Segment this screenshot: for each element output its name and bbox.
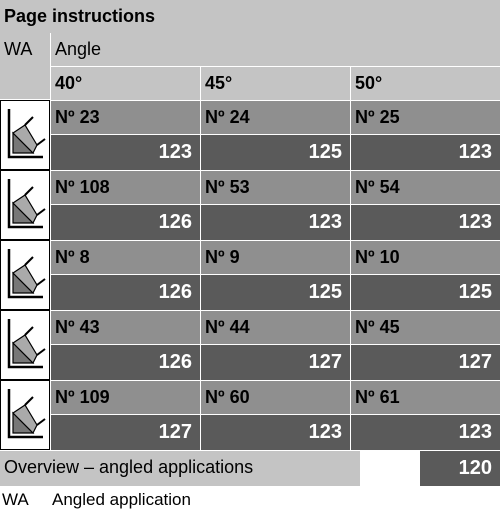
- page-number: 126: [50, 204, 200, 240]
- hinge-icon: [0, 310, 50, 380]
- row-bottom: 127123123: [50, 414, 500, 450]
- row-cells: Nº 108Nº 53Nº 54126123123: [50, 170, 500, 240]
- page-number: 123: [350, 414, 500, 450]
- hinge-icon: [0, 240, 50, 310]
- page-number: 123: [200, 204, 350, 240]
- row-cells: Nº 23Nº 24Nº 25123125123: [50, 100, 500, 170]
- page-container: Page instructions WA Angle 40° 45° 50° N…: [0, 0, 500, 514]
- item-number: Nº 10: [350, 240, 500, 274]
- page-number: 125: [350, 274, 500, 310]
- item-number: Nº 9: [200, 240, 350, 274]
- item-number: Nº 60: [200, 380, 350, 414]
- row-bottom: 126125125: [50, 274, 500, 310]
- page-number: 123: [200, 414, 350, 450]
- item-number: Nº 61: [350, 380, 500, 414]
- row-bottom: 123125123: [50, 134, 500, 170]
- row-bottom: 126123123: [50, 204, 500, 240]
- angle-40: 40°: [51, 66, 200, 100]
- row-top: Nº 109Nº 60Nº 61: [50, 380, 500, 414]
- overview-label: Overview – angled applications: [0, 451, 360, 486]
- page-number: 125: [200, 274, 350, 310]
- row-bottom: 126127127: [50, 344, 500, 380]
- page-number: 127: [200, 344, 350, 380]
- row-cells: Nº 109Nº 60Nº 61127123123: [50, 380, 500, 450]
- table-row: Nº 109Nº 60Nº 61127123123: [0, 380, 500, 450]
- page-number: 126: [50, 274, 200, 310]
- row-cells: Nº 8Nº 9Nº 10126125125: [50, 240, 500, 310]
- angle-50: 50°: [350, 66, 500, 100]
- page-title: Page instructions: [0, 0, 500, 33]
- item-number: Nº 44: [200, 310, 350, 344]
- data-rows: Nº 23Nº 24Nº 25123125123Nº 108Nº 53Nº 54…: [0, 100, 500, 450]
- row-top: Nº 23Nº 24Nº 25: [50, 100, 500, 134]
- item-number: Nº 25: [350, 100, 500, 134]
- table-row: Nº 43Nº 44Nº 45126127127: [0, 310, 500, 380]
- angle-45: 45°: [200, 66, 350, 100]
- page-number: 123: [350, 204, 500, 240]
- legend-text: Angled application: [52, 490, 191, 510]
- legend-abbr: WA: [2, 490, 52, 510]
- header-angle-col: Angle 40° 45° 50°: [50, 33, 500, 100]
- legend-row: WA Angled application: [0, 486, 500, 514]
- item-number: Nº 8: [50, 240, 200, 274]
- table-row: Nº 8Nº 9Nº 10126125125: [0, 240, 500, 310]
- page-number: 125: [200, 134, 350, 170]
- item-number: Nº 108: [50, 170, 200, 204]
- table-row: Nº 108Nº 53Nº 54126123123: [0, 170, 500, 240]
- hinge-icon: [0, 380, 50, 450]
- overview-row: Overview – angled applications 120: [0, 450, 500, 486]
- page-number: 127: [350, 344, 500, 380]
- page-number: 123: [350, 134, 500, 170]
- item-number: Nº 43: [50, 310, 200, 344]
- item-number: Nº 54: [350, 170, 500, 204]
- overview-gap: [360, 451, 420, 486]
- header-angle: Angle: [50, 33, 500, 66]
- page-number: 126: [50, 344, 200, 380]
- hinge-icon: [0, 170, 50, 240]
- item-number: Nº 45: [350, 310, 500, 344]
- row-top: Nº 43Nº 44Nº 45: [50, 310, 500, 344]
- angle-subheaders: 40° 45° 50°: [50, 66, 500, 100]
- hinge-icon: [0, 100, 50, 170]
- page-number: 127: [50, 414, 200, 450]
- page-number: 123: [50, 134, 200, 170]
- header-wa: WA: [0, 33, 50, 100]
- item-number: Nº 24: [200, 100, 350, 134]
- item-number: Nº 109: [50, 380, 200, 414]
- table-row: Nº 23Nº 24Nº 25123125123: [0, 100, 500, 170]
- row-top: Nº 8Nº 9Nº 10: [50, 240, 500, 274]
- row-top: Nº 108Nº 53Nº 54: [50, 170, 500, 204]
- item-number: Nº 23: [50, 100, 200, 134]
- row-cells: Nº 43Nº 44Nº 45126127127: [50, 310, 500, 380]
- item-number: Nº 53: [200, 170, 350, 204]
- overview-num: 120: [420, 451, 500, 486]
- header-row: WA Angle 40° 45° 50°: [0, 33, 500, 100]
